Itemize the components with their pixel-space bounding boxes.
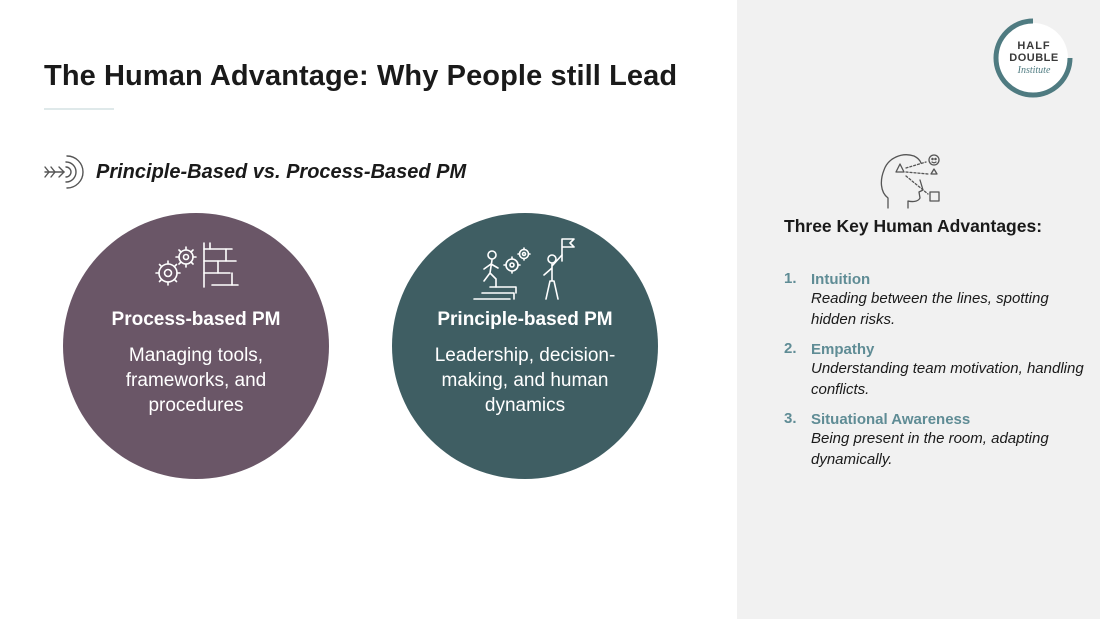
gears-and-flow-icon	[155, 242, 239, 288]
panel-heading: Three Key Human Advantages:	[784, 216, 1043, 236]
process-heading: Process-based PM	[111, 309, 281, 330]
head-with-shapes-icon	[880, 154, 940, 209]
slide-title: The Human Advantage: Why People still Le…	[44, 60, 678, 92]
item-number: 1.	[784, 270, 797, 287]
item-description: Understanding team motivation, handling …	[811, 360, 1084, 398]
climbing-to-goal-icon	[473, 238, 575, 300]
list-item: 2. Empathy Understanding team motivation…	[784, 340, 1084, 400]
item-number: 2.	[784, 340, 797, 357]
process-circle: Process-based PM Managing tools, framewo…	[63, 213, 329, 479]
principle-circle: Principle-based PM Leadership, decision-…	[392, 213, 658, 479]
item-number: 3.	[784, 410, 797, 427]
subtitle-row: Principle-Based vs. Process-Based PM	[42, 152, 466, 192]
item-description: Being present in the room, adapting dyna…	[811, 430, 1049, 468]
advantages-list: 1. Intuition Reading between the lines, …	[784, 270, 1084, 480]
logo-line3: Institute	[1017, 65, 1051, 76]
item-description: Reading between the lines, spotting hidd…	[811, 290, 1049, 328]
item-title: Empathy	[811, 341, 875, 358]
half-double-logo: HALF DOUBLE Institute	[993, 18, 1073, 98]
side-panel	[737, 0, 1100, 619]
item-title: Intuition	[811, 271, 871, 288]
subtitle: Principle-Based vs. Process-Based PM	[96, 160, 467, 183]
principle-body: Leadership, decision-making, and human d…	[434, 345, 616, 416]
principle-heading: Principle-based PM	[437, 309, 613, 330]
title-underline	[44, 108, 114, 110]
arrow-target-icon	[44, 155, 84, 189]
logo-line2: DOUBLE	[1009, 52, 1058, 64]
item-title: Situational Awareness	[811, 411, 971, 428]
list-item: 1. Intuition Reading between the lines, …	[784, 270, 1084, 330]
process-body: Managing tools, frameworks, and procedur…	[125, 345, 267, 416]
list-item: 3. Situational Awareness Being present i…	[784, 410, 1084, 470]
logo-line1: HALF	[1017, 40, 1050, 52]
